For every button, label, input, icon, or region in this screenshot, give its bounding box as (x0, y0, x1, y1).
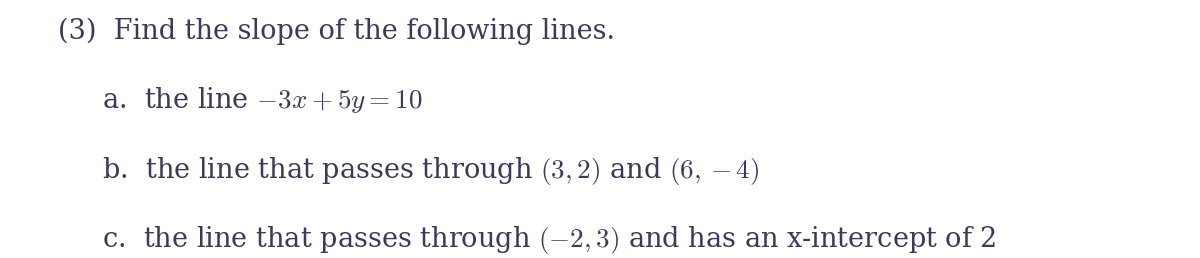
Text: (3)  Find the slope of the following lines.: (3) Find the slope of the following line… (58, 18, 614, 45)
Text: c.  the line that passes through $(-2,3)$ and has an x-intercept of 2: c. the line that passes through $(-2,3)$… (102, 224, 996, 256)
Text: b.  the line that passes through $(3,2)$ and $(6, -4)$: b. the line that passes through $(3,2)$ … (102, 155, 760, 187)
Text: a.  the line $-3x + 5y = 10$: a. the line $-3x + 5y = 10$ (102, 85, 422, 115)
